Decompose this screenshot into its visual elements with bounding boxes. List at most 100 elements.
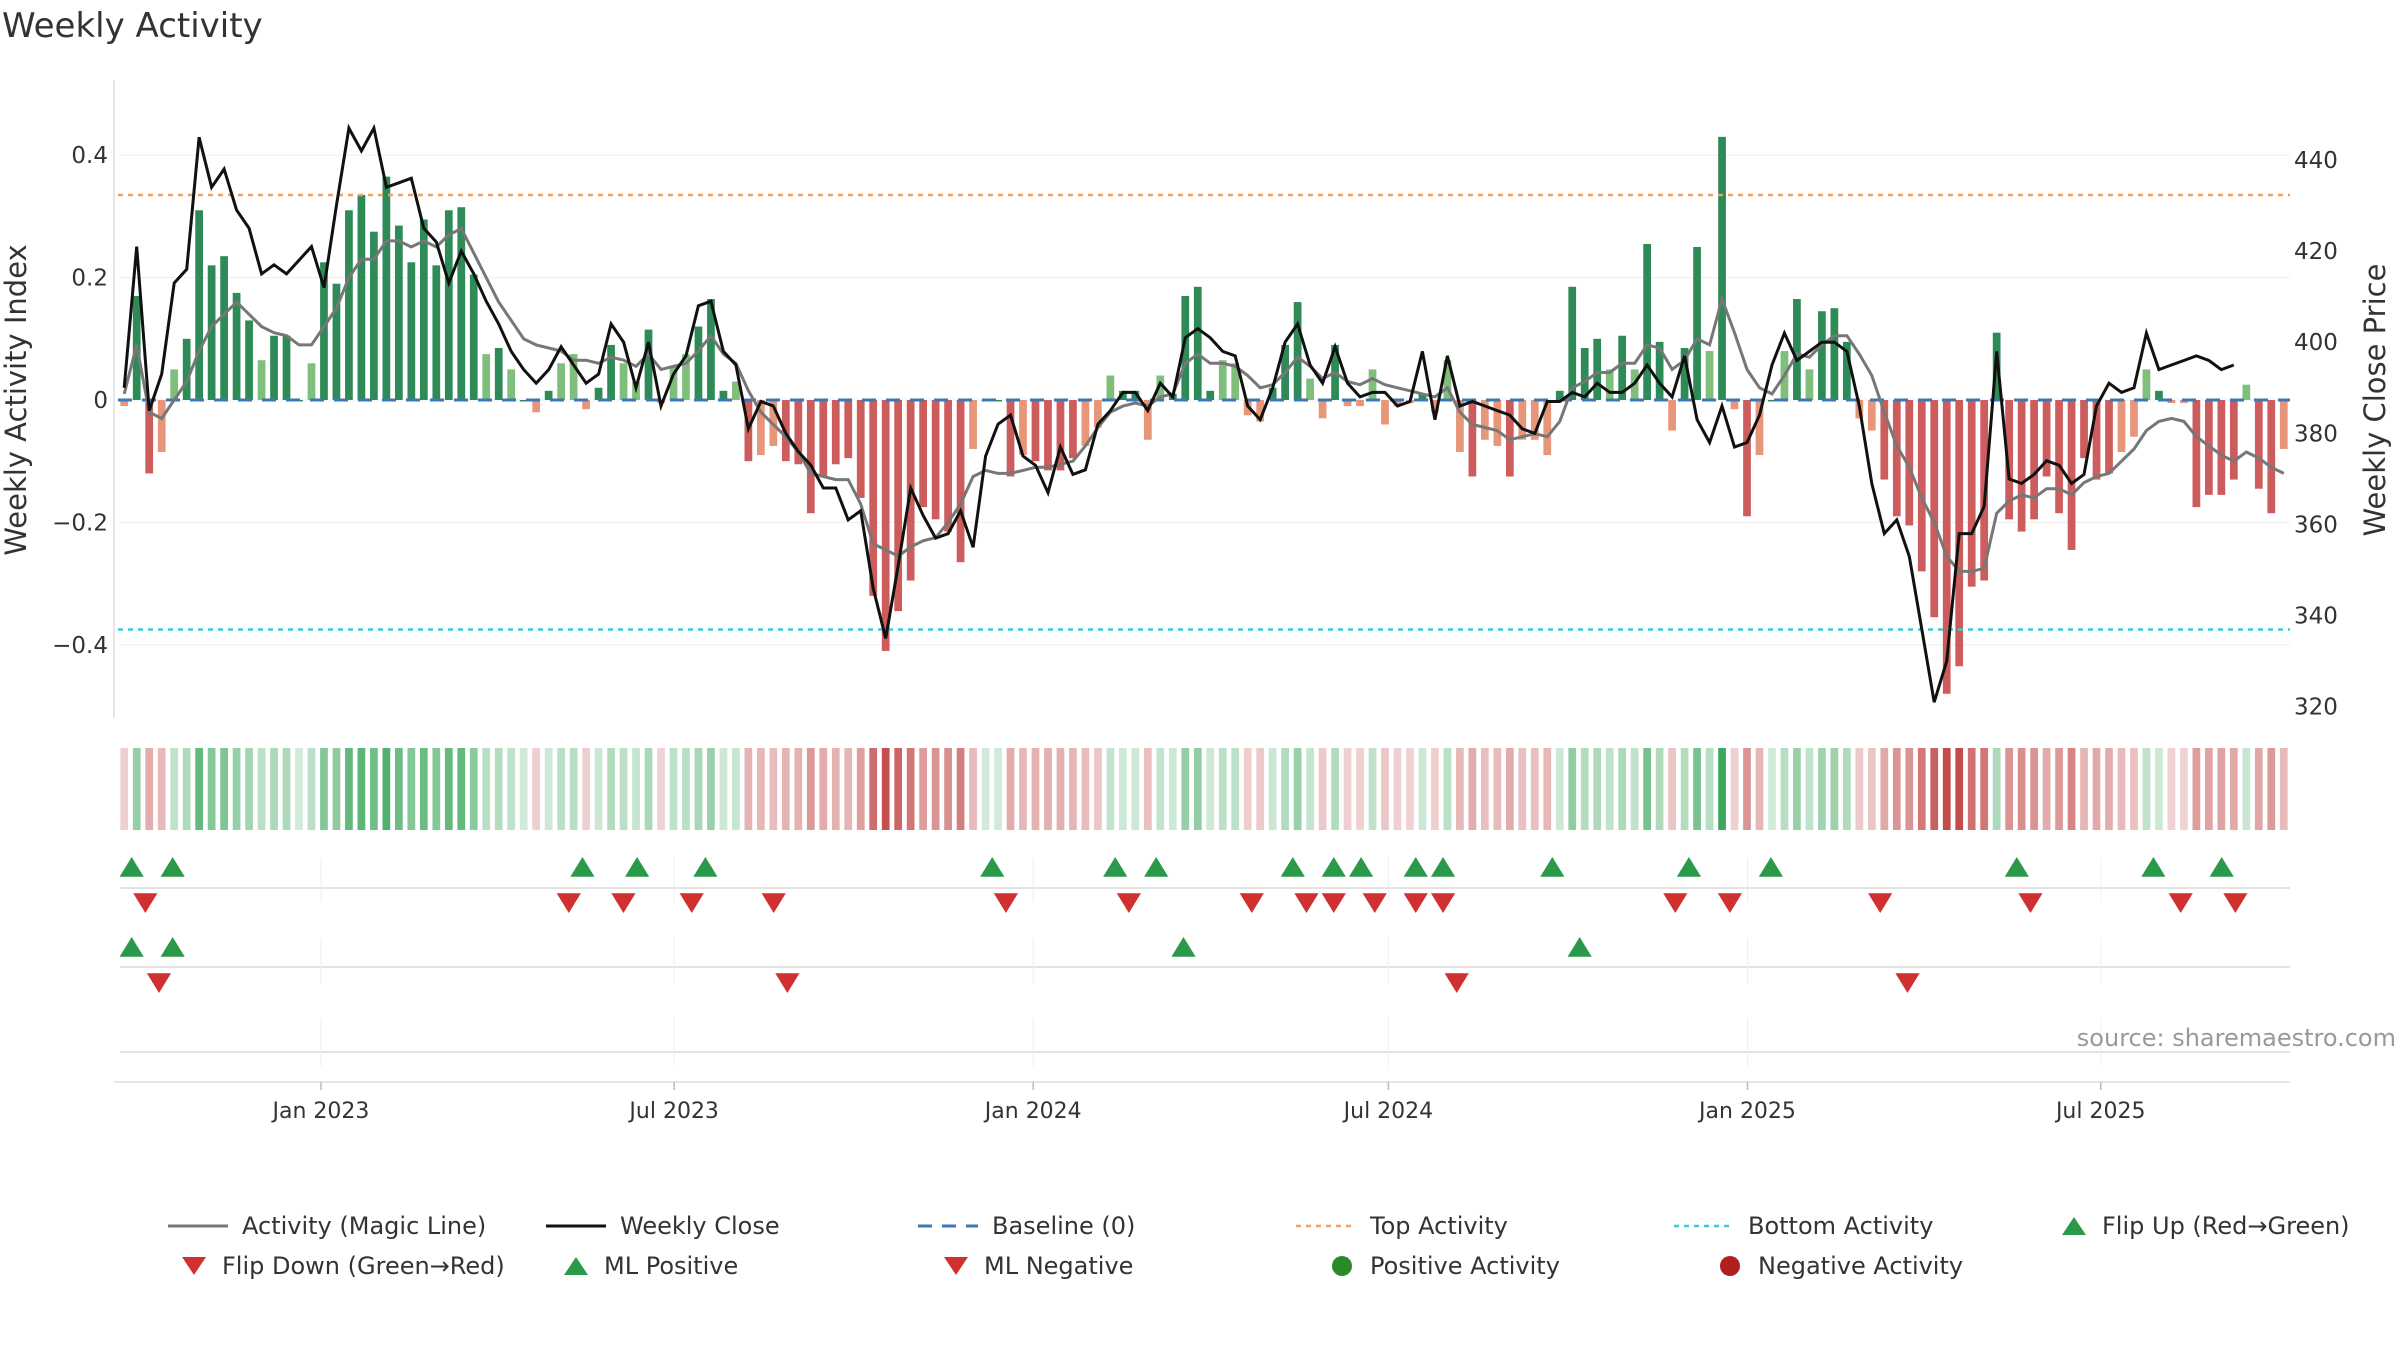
activity-bar (682, 354, 690, 400)
activity-bar (2267, 400, 2276, 514)
y-right-tick-label: 440 (2294, 148, 2338, 174)
heat-cell (1281, 748, 1290, 830)
heat-cell (1406, 748, 1414, 830)
legend-swatch-top (1296, 1224, 1356, 1228)
activity-bar (619, 363, 628, 400)
heat-cell (1381, 748, 1389, 830)
heat-cell (1793, 748, 1801, 830)
heat-cell (295, 748, 303, 830)
heat-cell (707, 748, 715, 830)
activity-bar (1143, 400, 1152, 440)
heat-cell (2155, 748, 2163, 830)
heat-cell (2142, 748, 2151, 830)
heat-cell (220, 748, 228, 830)
legend-label: Baseline (0) (992, 1212, 1136, 1240)
heat-cell (1680, 748, 1689, 830)
flip-up-marker (1758, 857, 1784, 877)
activity-bar (707, 299, 715, 400)
y-right-tick-label: 380 (2294, 421, 2338, 447)
activity-bar (1318, 400, 1327, 419)
legend-label: Activity (Magic Line) (242, 1212, 487, 1240)
chart-title: Weekly Activity (2, 6, 263, 46)
heat-cell (1618, 748, 1627, 830)
activity-bar (145, 400, 154, 474)
heat-cell (1044, 748, 1052, 830)
heat-cell (2017, 748, 2026, 830)
heat-cell (1218, 748, 1227, 830)
heat-cell (2092, 748, 2101, 830)
flip-up-marker (1348, 857, 1374, 877)
activity-bar (1668, 400, 1676, 431)
heat-cell (831, 748, 840, 830)
heat-cell (245, 748, 253, 830)
flip-down-marker (1430, 893, 1456, 913)
heat-cell (1480, 748, 1489, 830)
activity-bar (507, 369, 516, 400)
activity-bar (1443, 360, 1452, 400)
activity-bar (1306, 378, 1314, 400)
activity-bar (1643, 243, 1652, 400)
activity-bar (2105, 400, 2113, 474)
heat-cell (1243, 748, 1252, 830)
y-right-tick-label: 340 (2294, 604, 2338, 630)
activity-bar (457, 207, 466, 400)
activity-bar (1768, 400, 1776, 402)
activity-bar (1680, 347, 1689, 400)
activity-bar (2254, 400, 2263, 489)
legend-swatch-mlneg (944, 1257, 968, 1275)
flip-up-marker (1676, 857, 1702, 877)
legend-swatch-baseline (918, 1224, 978, 1228)
flip-down-marker (761, 893, 786, 913)
activity-bar (1231, 363, 1240, 400)
heat-cell (1743, 748, 1751, 830)
activity-bar (182, 338, 191, 400)
activity-bar (569, 354, 578, 400)
activity-bar (1019, 400, 1027, 456)
ml-positive-marker (119, 937, 144, 957)
activity-bar (806, 400, 815, 514)
heat-cell (1580, 748, 1589, 830)
flip-up-marker (1280, 857, 1305, 877)
heat-cell (1917, 748, 1926, 830)
activity-bar (1106, 375, 1115, 400)
flip-down-marker (611, 893, 636, 913)
activity-bar (320, 262, 328, 400)
activity-bar (157, 400, 166, 453)
heat-cell (806, 748, 815, 830)
heat-cell (1431, 748, 1439, 830)
heat-cell (307, 748, 316, 830)
ml-negative-marker (1895, 973, 1920, 993)
activity-bar (332, 283, 341, 400)
heat-cell (157, 748, 166, 830)
activity-bar (1693, 247, 1701, 400)
activity-bar (1181, 295, 1190, 400)
activity-bar (1818, 311, 1826, 400)
activity-bar (1568, 286, 1577, 400)
activity-bar (2042, 400, 2051, 477)
activity-bar (1730, 400, 1739, 410)
heat-cell (1705, 748, 1714, 830)
activity-bar (345, 210, 353, 400)
heat-cell (1730, 748, 1739, 830)
activity-bar (1755, 400, 1764, 456)
heat-cell (1031, 748, 1040, 830)
flip-down-marker (1321, 893, 1346, 913)
heat-cell (207, 748, 216, 830)
activity-bar (544, 390, 553, 400)
legend-swatch-negact (1720, 1256, 1740, 1276)
heat-cell (145, 748, 154, 830)
flip-down-marker (1239, 893, 1264, 913)
activity-bar (1256, 400, 1265, 422)
activity-bar (894, 400, 903, 612)
heat-cell (1755, 748, 1764, 830)
heat-cell (2242, 748, 2251, 830)
heat-cell (2279, 748, 2288, 830)
x-tick-label: Jul 2023 (627, 1099, 719, 1124)
heat-cell (1842, 748, 1851, 830)
flip-down-marker (1663, 893, 1688, 913)
activity-bar (1942, 400, 1951, 694)
x-tick-label: Jan 2024 (983, 1099, 1082, 1124)
flip-up-marker (980, 857, 1005, 877)
heat-cell (2055, 748, 2063, 830)
activity-bar (394, 225, 403, 400)
